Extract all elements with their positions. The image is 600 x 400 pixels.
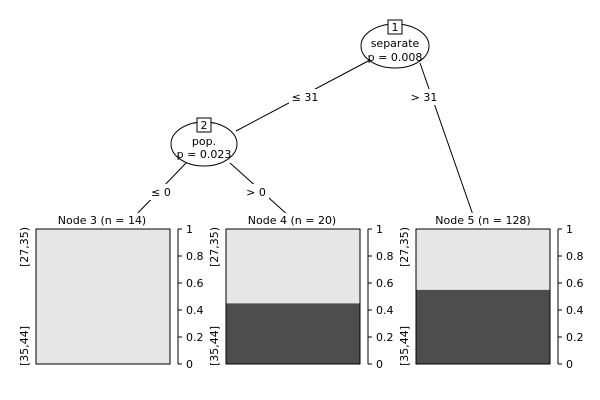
edge-label-gt0: > 0	[246, 186, 266, 199]
edge-label-le31: ≤ 31	[292, 91, 319, 104]
panel-title-bg	[431, 213, 541, 227]
node-4-bar-class-2	[226, 303, 360, 364]
edge-label-bg	[149, 184, 173, 200]
node-4-y-tick-label: 0.6	[376, 277, 394, 290]
node-3-y-tick-label: 1	[186, 223, 193, 236]
node-5-y-tick-label: 0.4	[566, 304, 584, 317]
node-4-frame	[225, 228, 361, 365]
node-3-class-label-1: [27,35)	[18, 227, 31, 267]
node-1-id-box	[387, 19, 403, 35]
node-5-class-label-2: [35,44]	[398, 326, 411, 366]
edge-1-5	[419, 62, 474, 216]
node-3-title: Node 3 (n = 14)	[58, 214, 146, 227]
node-4-y-tick-label: 0.8	[376, 250, 394, 263]
node-4-y-tick-label: 0	[376, 358, 383, 371]
node-4-class-label-1: [27,35)	[208, 227, 221, 267]
node-2-pvalue: p = 0.023	[177, 148, 232, 161]
node-2-id-box	[196, 117, 212, 133]
node-2-variable: pop.	[192, 135, 216, 148]
node-5-y-tick-label: 0	[566, 358, 573, 371]
node-5-y-tick-label: 0.8	[566, 250, 584, 263]
node-5-y-tick-label: 0.6	[566, 277, 584, 290]
inner-node-1: 1 separate p = 0.008	[360, 19, 430, 69]
node-3-frame	[35, 228, 171, 365]
node-3-bar-class-1	[36, 229, 170, 364]
node-1-id: 1	[392, 21, 399, 34]
node-3-y-tick-label: 0.2	[186, 331, 204, 344]
node-3-y-tick-label: 0.8	[186, 250, 204, 263]
panel-title-bg	[246, 213, 348, 227]
node-4-y-tick-label: 1	[376, 223, 383, 236]
edge-label-bg	[289, 89, 323, 105]
node-5-y-tick-label: 0.2	[566, 331, 584, 344]
node-4-y-tick-label: 0.2	[376, 331, 394, 344]
node-5-class-label-1: [27,35)	[398, 227, 411, 267]
node-1-variable: separate	[371, 37, 420, 50]
node-1-pvalue: p = 0.008	[368, 51, 423, 64]
node-5-y-tick-label: 1	[566, 223, 573, 236]
node-2-id: 2	[201, 119, 208, 132]
terminal-panels: 0 0.2 0.4 0.6 0.8 1 [27,35) [35,44] 0 0.2 0.4 0.6 0.…	[18, 223, 584, 371]
edge-label-bg	[243, 184, 269, 200]
edge-label-gt31: > 31	[411, 91, 438, 104]
node-4-class-label-2: [35,44]	[208, 326, 221, 366]
edge-label-bg	[408, 89, 442, 105]
node-3-y-tick-label: 0.4	[186, 304, 204, 317]
node-4-y-tick-label: 0.4	[376, 304, 394, 317]
node-3-class-label-2: [35,44]	[18, 326, 31, 366]
node-5-frame	[415, 228, 551, 365]
panel-title-bg	[70, 213, 174, 227]
node-3-y-tick-label: 0.6	[186, 277, 204, 290]
edge-label-le0: ≤ 0	[151, 186, 171, 199]
node-4-bar-class-1	[226, 229, 360, 304]
node-3-y-tick-label: 0	[186, 358, 193, 371]
node-5-bar-class-2	[416, 289, 550, 364]
inner-node-2: 2 pop. p = 0.023	[170, 117, 238, 167]
node-4-title: Node 4 (n = 20)	[248, 214, 336, 227]
node-5-title: Node 5 (n = 128)	[435, 214, 530, 227]
node-5-bar-class-1	[416, 229, 550, 290]
